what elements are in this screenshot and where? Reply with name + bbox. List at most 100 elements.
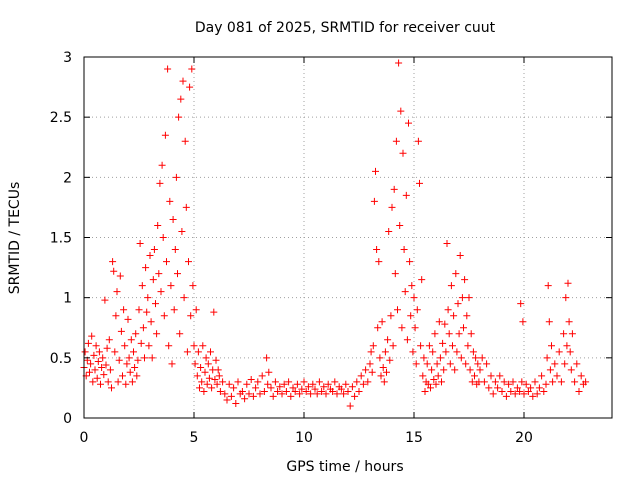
data-point [147, 318, 155, 326]
data-point [91, 366, 99, 374]
data-point [213, 380, 221, 388]
data-point [392, 137, 400, 145]
data-point [88, 332, 96, 340]
data-point [160, 312, 168, 320]
data-point [289, 384, 297, 392]
data-point [186, 83, 194, 91]
data-point [211, 375, 219, 383]
data-point [113, 288, 121, 296]
x-tick-label: 15 [405, 430, 423, 446]
data-point [161, 131, 169, 139]
data-point [348, 383, 356, 391]
data-point [549, 378, 557, 386]
data-point [142, 264, 150, 272]
data-point [333, 390, 341, 398]
data-point [207, 348, 214, 356]
data-point [370, 197, 378, 205]
data-point [439, 339, 447, 347]
data-point [406, 258, 414, 266]
data-point [531, 378, 539, 386]
data-point [146, 252, 154, 260]
x-tick-label: 20 [515, 430, 533, 446]
data-point [285, 378, 293, 386]
data-point [169, 215, 177, 223]
data-point [133, 372, 141, 380]
data-point [203, 380, 211, 388]
data-point [567, 366, 575, 374]
data-point [364, 378, 372, 386]
data-point [138, 282, 146, 290]
data-point [443, 240, 451, 248]
data-point [104, 378, 112, 386]
data-point [387, 312, 395, 320]
data-point [148, 354, 156, 362]
data-point [561, 360, 569, 368]
data-point [188, 65, 196, 73]
data-point [403, 336, 411, 344]
data-point [346, 402, 354, 410]
data-point [331, 378, 339, 386]
data-point [205, 374, 213, 382]
data-point [498, 388, 506, 396]
y-tick-labels: 0 0.5 1 1.5 2 2.5 3 [50, 50, 72, 427]
data-point [247, 375, 255, 383]
data-point [86, 368, 93, 376]
data-point [174, 270, 181, 278]
data-point [190, 342, 198, 350]
data-point [117, 327, 125, 335]
data-point [223, 396, 231, 404]
y-tick-label: 3 [63, 50, 72, 66]
data-point [124, 315, 132, 323]
data-point [405, 119, 412, 127]
data-point [505, 380, 513, 388]
data-point [322, 390, 330, 398]
data-point [177, 95, 185, 103]
data-point [215, 372, 223, 380]
data-point [518, 378, 526, 386]
data-point [149, 276, 157, 284]
data-point [216, 388, 224, 396]
data-point [111, 348, 119, 356]
data-point [436, 354, 444, 362]
data-point [119, 372, 126, 380]
data-point [155, 270, 163, 278]
data-point [394, 306, 401, 314]
data-point [95, 348, 103, 356]
data-point [434, 372, 442, 380]
data-point [560, 330, 568, 338]
data-point [163, 258, 170, 266]
data-point [252, 384, 260, 392]
data-point [313, 390, 321, 398]
data-point [451, 366, 459, 374]
data-point [507, 388, 515, 396]
data-point [519, 318, 527, 326]
data-point [202, 354, 210, 362]
data-point [127, 336, 135, 344]
data-point [469, 348, 477, 356]
data-point [398, 324, 406, 332]
data-point [143, 308, 151, 316]
data-point [463, 312, 471, 320]
chart-title: Day 081 of 2025, SRMTID for receiver cuu… [195, 20, 496, 36]
data-point [461, 276, 469, 284]
data-point [359, 380, 367, 388]
data-point [300, 378, 308, 386]
data-point [471, 372, 478, 380]
data-point [183, 348, 191, 356]
data-point [189, 282, 197, 290]
data-point [156, 179, 164, 187]
data-point [513, 384, 521, 392]
data-point [441, 320, 449, 328]
data-point [383, 368, 390, 376]
data-point [446, 360, 454, 368]
data-point [158, 161, 166, 169]
data-point [483, 360, 491, 368]
data-point [460, 324, 467, 332]
data-point [263, 354, 271, 362]
data-point [444, 306, 452, 314]
data-point [465, 294, 473, 302]
data-point [196, 384, 203, 392]
data-point [150, 246, 158, 254]
data-point [453, 348, 461, 356]
data-point [145, 342, 153, 350]
